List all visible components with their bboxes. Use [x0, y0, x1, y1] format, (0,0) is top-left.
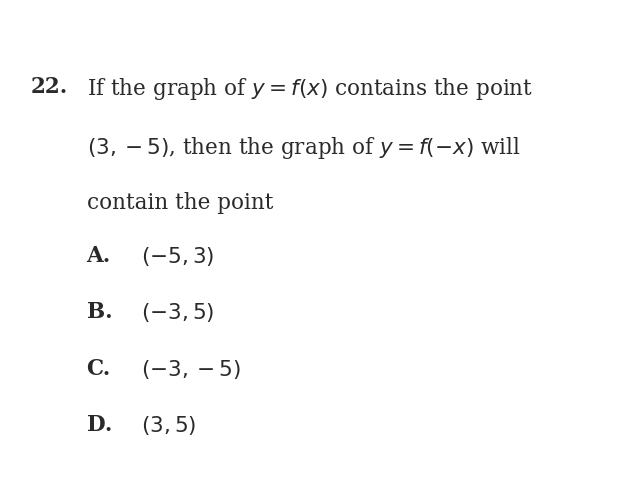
Text: A.: A. — [87, 245, 111, 267]
Text: If the graph of $y = f(x)$ contains the point: If the graph of $y = f(x)$ contains the … — [87, 76, 533, 102]
Text: $(3, -5)$, then the graph of $y = f(-x)$ will: $(3, -5)$, then the graph of $y = f(-x)$… — [87, 135, 520, 161]
Text: B.: B. — [87, 301, 112, 323]
Text: $(3, 5)$: $(3, 5)$ — [141, 414, 196, 437]
Text: D.: D. — [87, 414, 112, 436]
Text: contain the point: contain the point — [87, 192, 273, 214]
Text: C.: C. — [87, 358, 111, 380]
Text: $(-3, -5)$: $(-3, -5)$ — [141, 358, 241, 381]
Text: 22.: 22. — [31, 76, 68, 98]
Text: $(-3, 5)$: $(-3, 5)$ — [141, 301, 214, 324]
Text: $(-5, 3)$: $(-5, 3)$ — [141, 245, 214, 268]
